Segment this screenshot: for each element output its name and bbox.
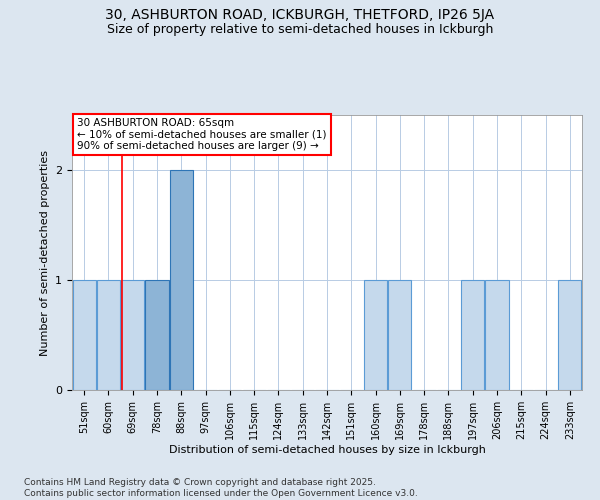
Text: 30 ASHBURTON ROAD: 65sqm
← 10% of semi-detached houses are smaller (1)
90% of se: 30 ASHBURTON ROAD: 65sqm ← 10% of semi-d… (77, 118, 326, 151)
Bar (485, 280, 509, 390)
Bar (461, 280, 484, 390)
Bar (97, 280, 120, 390)
Text: 30, ASHBURTON ROAD, ICKBURGH, THETFORD, IP26 5JA: 30, ASHBURTON ROAD, ICKBURGH, THETFORD, … (106, 8, 494, 22)
Bar (388, 280, 412, 390)
Bar (121, 280, 144, 390)
Bar (145, 280, 169, 390)
Text: Size of property relative to semi-detached houses in Ickburgh: Size of property relative to semi-detach… (107, 22, 493, 36)
X-axis label: Distribution of semi-detached houses by size in Ickburgh: Distribution of semi-detached houses by … (169, 444, 485, 454)
Text: Contains HM Land Registry data © Crown copyright and database right 2025.
Contai: Contains HM Land Registry data © Crown c… (24, 478, 418, 498)
Bar (170, 170, 193, 390)
Bar (559, 280, 581, 390)
Bar (73, 280, 95, 390)
Bar (364, 280, 387, 390)
Y-axis label: Number of semi-detached properties: Number of semi-detached properties (40, 150, 50, 356)
